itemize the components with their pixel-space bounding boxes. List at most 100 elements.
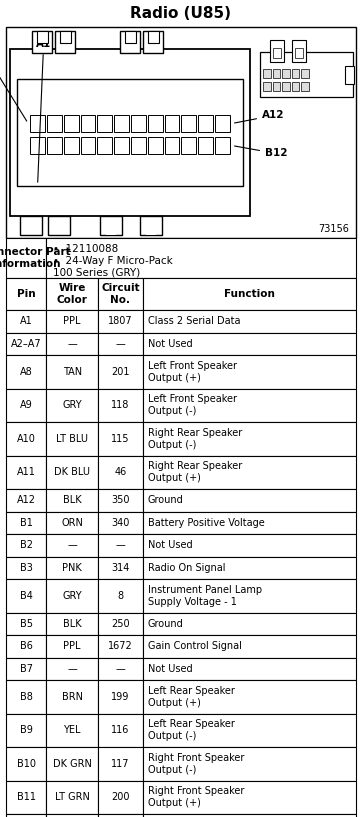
Bar [292, 40, 306, 62]
Bar [143, 534, 356, 556]
Bar [165, 115, 180, 132]
Bar [131, 137, 146, 154]
Bar [97, 115, 112, 132]
Bar [6, 389, 46, 422]
Bar [17, 79, 243, 186]
Bar [263, 82, 270, 91]
Text: Left Front Speaker
Output (-): Left Front Speaker Output (-) [148, 395, 237, 416]
Text: Not Used: Not Used [148, 540, 193, 551]
Text: LT GRN: LT GRN [55, 792, 89, 802]
Bar [143, 489, 356, 511]
Text: B1: B1 [20, 518, 33, 528]
Text: 46: 46 [114, 467, 127, 477]
Text: •  12110088: • 12110088 [53, 244, 118, 254]
Bar [64, 137, 79, 154]
Bar [198, 137, 213, 154]
Text: —: — [67, 540, 77, 551]
Text: —: — [67, 663, 77, 674]
Bar [46, 579, 98, 613]
Bar [46, 613, 98, 635]
Bar [98, 747, 143, 780]
Text: Left Front Speaker
Output (+): Left Front Speaker Output (+) [148, 361, 237, 382]
Bar [143, 278, 356, 310]
Text: —: — [67, 339, 77, 349]
Bar [59, 31, 71, 43]
Text: 199: 199 [111, 692, 130, 702]
Text: —: — [115, 540, 125, 551]
Bar [114, 137, 129, 154]
Bar [143, 333, 356, 355]
Bar [6, 310, 46, 333]
Bar [131, 115, 146, 132]
Bar [273, 82, 280, 91]
Bar [198, 115, 213, 132]
Bar [46, 456, 98, 489]
Text: PPL: PPL [63, 316, 81, 326]
Bar [143, 31, 163, 53]
Bar [98, 456, 143, 489]
Text: A1: A1 [36, 39, 51, 182]
Bar [114, 115, 129, 132]
Text: B11: B11 [17, 792, 35, 802]
Bar [106, 225, 116, 235]
Text: B10: B10 [17, 759, 35, 769]
Bar [125, 31, 135, 43]
Text: A2–A7: A2–A7 [11, 339, 41, 349]
Text: 201: 201 [111, 367, 130, 377]
Text: 1807: 1807 [108, 316, 133, 326]
Text: PNK: PNK [62, 563, 82, 573]
Text: GRY: GRY [62, 400, 82, 410]
Text: A9: A9 [20, 400, 33, 410]
Bar [260, 52, 353, 97]
Text: LT BLU: LT BLU [56, 434, 88, 444]
Bar [120, 31, 140, 53]
Bar [98, 635, 143, 658]
Bar [98, 355, 143, 389]
Bar [291, 69, 299, 78]
Bar [263, 69, 270, 78]
Text: Radio On Signal: Radio On Signal [148, 563, 226, 573]
Text: B9: B9 [20, 725, 33, 735]
Bar [6, 658, 46, 680]
Bar [98, 613, 143, 635]
Bar [215, 115, 230, 132]
Text: Radio (U85): Radio (U85) [130, 6, 232, 20]
Text: Right Front Speaker
Output (+): Right Front Speaker Output (+) [148, 787, 244, 808]
Text: 250: 250 [111, 618, 130, 629]
Text: 350: 350 [111, 495, 130, 505]
Text: Left Rear Speaker
Output (+): Left Rear Speaker Output (+) [148, 686, 235, 708]
Bar [282, 69, 290, 78]
Text: Battery Positive Voltage: Battery Positive Voltage [148, 518, 265, 528]
Bar [98, 389, 143, 422]
Bar [6, 556, 46, 579]
Bar [37, 31, 47, 43]
Text: B5: B5 [20, 618, 33, 629]
Bar [181, 137, 196, 154]
Bar [6, 747, 46, 780]
Text: A8: A8 [20, 367, 33, 377]
Bar [46, 680, 98, 713]
Bar [147, 31, 159, 43]
Bar [270, 40, 284, 62]
Bar [6, 713, 46, 747]
Bar [143, 680, 356, 713]
Text: Ground: Ground [148, 495, 184, 505]
Bar [10, 49, 250, 216]
Bar [47, 115, 62, 132]
Bar [98, 579, 143, 613]
Bar [6, 278, 46, 310]
Text: B6: B6 [20, 641, 33, 651]
Bar [143, 310, 356, 333]
Bar [6, 456, 46, 489]
Text: Wire
Color: Wire Color [57, 283, 88, 305]
Bar [143, 355, 356, 389]
Bar [146, 225, 156, 235]
Text: 1672: 1672 [108, 641, 133, 651]
Bar [215, 137, 230, 154]
Text: YEL: YEL [63, 725, 81, 735]
Bar [46, 556, 98, 579]
Bar [32, 31, 52, 53]
Bar [98, 534, 143, 556]
Text: •  24-Way F Micro-Pack
100 Series (GRY): • 24-Way F Micro-Pack 100 Series (GRY) [53, 257, 173, 278]
Bar [46, 422, 98, 456]
